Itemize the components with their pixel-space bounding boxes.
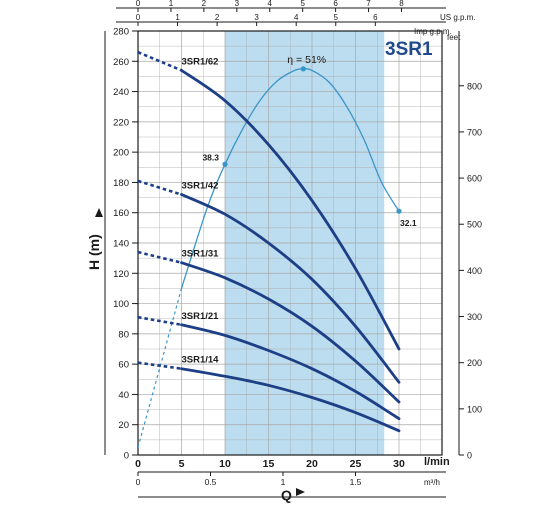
imp-tick-label: 1 <box>175 13 180 22</box>
imp-tick-label: 6 <box>373 13 378 22</box>
efficiency-point <box>300 66 306 72</box>
y-tick-label: 100 <box>113 299 129 310</box>
x-tick-label: 30 <box>393 458 405 470</box>
unit-us-gpm: US g.p.m. <box>440 13 476 22</box>
pump-curve <box>180 193 401 384</box>
x-tick-label: 15 <box>263 458 275 470</box>
pump-curve-dashed <box>138 179 182 196</box>
feet-tick-label: 400 <box>467 266 482 276</box>
feet-tick-label: 100 <box>467 404 482 414</box>
feet-tick-label: 300 <box>467 312 482 322</box>
y-axis-title: H (m) <box>86 234 102 270</box>
pump-curve <box>180 261 401 404</box>
feet-tick-label: 200 <box>467 358 482 368</box>
y-tick-label: 240 <box>113 87 129 98</box>
efficiency-point <box>396 208 402 214</box>
axis-ticks: 0204060801001201401601802002202402602800… <box>113 0 482 487</box>
y-tick-label: 20 <box>118 420 129 431</box>
imp-tick-label: 5 <box>334 13 339 22</box>
unit-lmin: l/min <box>424 456 450 468</box>
y-tick-label: 0 <box>124 451 129 462</box>
us-tick-label: 0 <box>136 0 141 8</box>
pump-curve <box>180 69 401 351</box>
pump-curve-dashed <box>138 250 182 264</box>
y-tick-label: 60 <box>118 360 129 371</box>
efficiency-point <box>222 161 228 167</box>
pump-curve-dashed <box>138 51 183 72</box>
x-axis-arrow <box>296 488 305 496</box>
y-tick-label: 260 <box>113 57 129 68</box>
unit-feet: feet <box>447 33 461 42</box>
efficiency-peak-label: η = 51% <box>287 54 326 66</box>
us-tick-label: 6 <box>333 0 338 8</box>
feet-tick-label: 700 <box>467 127 482 137</box>
us-tick-label: 1 <box>169 0 174 8</box>
chart-title: 3SR1 <box>385 39 433 60</box>
y-tick-label: 80 <box>118 329 129 340</box>
y-axis-arrow <box>95 208 103 217</box>
feet-tick-label: 600 <box>467 174 482 184</box>
y-tick-label: 140 <box>113 239 129 250</box>
unit-imp-gpm: Imp g.p.m. <box>414 27 452 36</box>
pump-curve-label: 3SR1/42 <box>182 181 219 192</box>
y-tick-label: 180 <box>113 178 129 189</box>
m3h-tick-label: 0.5 <box>205 477 217 487</box>
m3h-tick-label: 1.5 <box>350 477 362 487</box>
pump-curve-dashed <box>138 315 182 327</box>
x-tick-label: 10 <box>219 458 231 470</box>
pump-curve-label: 3SR1/62 <box>182 56 219 67</box>
pump-curve-dashed <box>138 361 182 370</box>
x-tick-label: 25 <box>350 458 362 470</box>
imp-tick-label: 2 <box>215 13 220 22</box>
x-tick-label: 20 <box>306 458 318 470</box>
y-tick-label: 220 <box>113 117 129 128</box>
pump-curve-label: 3SR1/21 <box>182 311 220 322</box>
us-tick-label: 2 <box>202 0 207 8</box>
efficiency-start-label: 38.3 <box>202 152 219 162</box>
m3h-tick-label: 1 <box>281 477 286 487</box>
pump-curve <box>180 323 401 421</box>
m3h-tick-label: 0 <box>136 477 141 487</box>
us-tick-label: 4 <box>268 0 273 8</box>
efficiency-end-label: 32.1 <box>400 218 417 228</box>
labels: 38.3 32.1 η = 51% 3SR1/62 3SR1/42 3SR1/31 3SR1… <box>182 54 417 366</box>
y-tick-label: 160 <box>113 208 129 219</box>
y-tick-label: 200 <box>113 148 129 159</box>
x-axis-title-q: Q <box>281 487 292 503</box>
pump-curve <box>180 367 401 433</box>
x-tick-label: 0 <box>135 458 141 470</box>
imp-tick-label: 4 <box>294 13 299 22</box>
y-tick-label: 120 <box>113 269 129 280</box>
x-tick-label: 5 <box>179 458 185 470</box>
us-tick-label: 7 <box>366 0 371 8</box>
y-tick-label: 40 <box>118 390 129 401</box>
us-tick-label: 8 <box>399 0 404 8</box>
feet-tick-label: 800 <box>467 81 482 91</box>
pump-curve-label: 3SR1/14 <box>182 355 220 366</box>
pump-curve-label: 3SR1/31 <box>182 249 220 260</box>
us-tick-label: 3 <box>235 0 240 8</box>
y-tick-label: 280 <box>113 27 129 38</box>
unit-m3h: m³/h <box>424 478 440 487</box>
grid <box>138 31 442 455</box>
imp-tick-label: 3 <box>254 13 259 22</box>
feet-tick-label: 0 <box>467 451 472 461</box>
feet-tick-label: 500 <box>467 220 482 230</box>
curves <box>138 51 402 448</box>
us-tick-label: 5 <box>300 0 305 8</box>
imp-tick-label: 0 <box>136 13 141 22</box>
